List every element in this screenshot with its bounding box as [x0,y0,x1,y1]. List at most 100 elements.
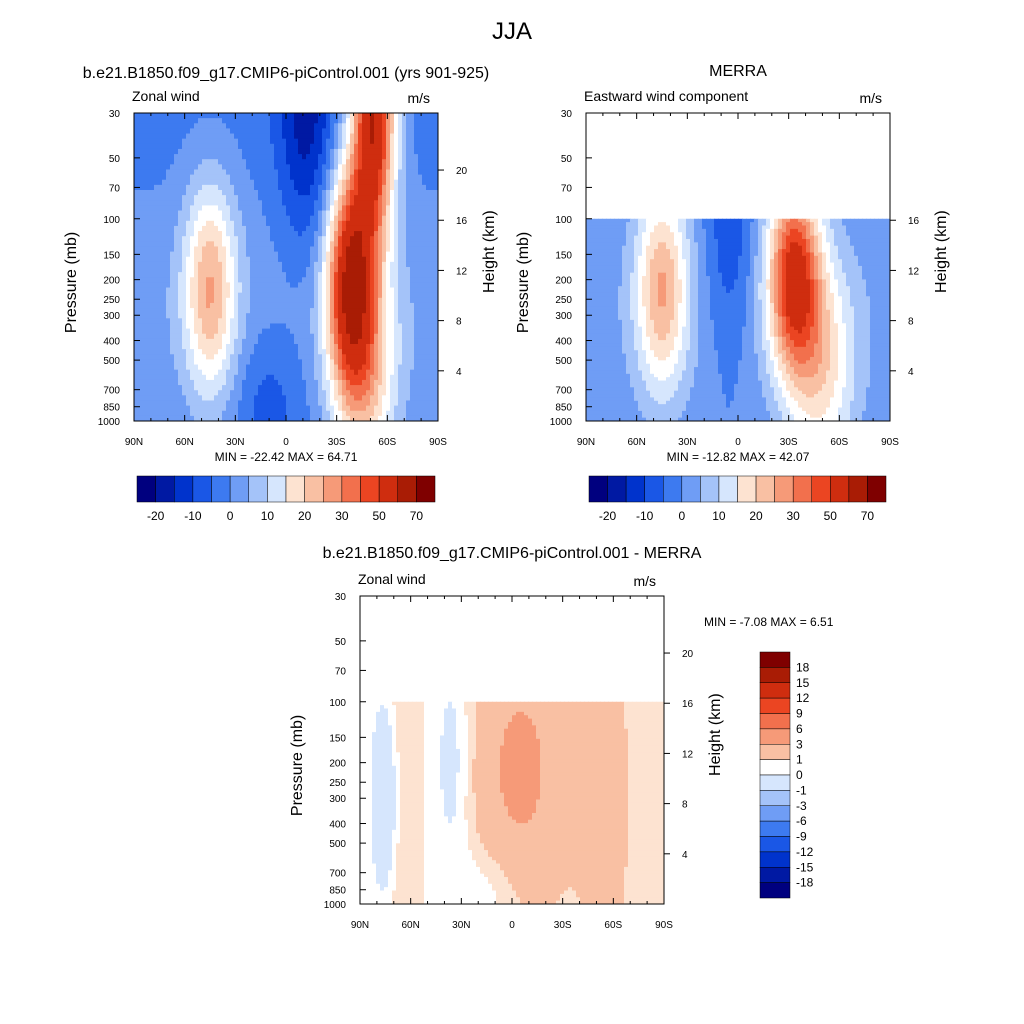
field-cell [414,344,419,350]
field-cell [302,297,307,304]
field-cell [298,313,303,319]
field-cell [386,323,391,330]
field-cell [222,215,227,222]
field-cell [138,267,143,273]
field-cell [150,128,155,135]
field-cell [326,344,331,350]
field-cell [286,215,291,222]
field-cell [210,138,215,145]
field-cell [386,344,391,350]
field-cell [146,205,151,212]
field-cell [222,174,227,181]
field-cell [246,374,251,381]
field-cell [246,164,251,171]
field-cell [362,220,367,227]
field-cell [230,215,235,222]
field-cell [298,374,303,381]
field-cell [166,220,171,227]
field-cell [418,195,423,201]
field-cell [370,287,375,294]
field-cell [350,148,355,155]
field-cell [406,215,411,222]
field-cell [214,128,219,135]
field-cell [598,279,603,284]
field-cell [366,302,371,309]
field-cell [406,369,411,376]
field-cell [286,128,291,135]
field-cell [274,159,279,165]
field-cell [194,118,199,124]
field-cell [598,235,603,240]
field-cell [254,333,259,340]
field-cell [242,369,247,376]
field-cell [262,364,267,371]
field-cell [198,344,203,350]
field-cell [350,308,355,314]
field-cell [430,174,435,181]
field-cell [190,236,195,242]
field-cell [306,210,311,217]
field-cell [306,328,311,335]
field-cell [142,220,147,227]
field-cell [210,323,215,330]
field-cell [398,400,403,407]
field-cell [422,267,427,273]
field-cell [286,277,291,283]
field-cell [390,328,395,335]
field-cell [242,251,247,258]
field-cell [382,246,387,253]
field-cell [358,410,363,417]
field-cell [166,297,171,304]
field-cell [414,379,419,386]
field-cell [154,297,159,304]
field-cell [298,195,303,201]
field-cell [206,277,211,283]
field-cell [254,369,259,376]
field-cell [234,123,239,129]
field-cell [266,143,271,150]
field-cell [326,410,331,417]
field-cell [266,364,271,371]
field-cell [158,184,163,191]
field-cell [378,143,383,150]
field-cell [234,118,239,124]
field-cell [198,385,203,391]
field-cell [602,276,607,281]
field-cell [590,218,595,223]
field-cell [594,394,599,398]
field-cell [210,400,215,407]
field-cell [246,236,251,242]
y-tick-label: 400 [103,337,120,348]
field-cell [270,374,275,381]
field-cell [334,323,339,330]
field-cell [422,272,427,278]
field-cell [294,128,299,135]
field-cell [370,179,375,186]
field-cell [134,169,139,176]
field-cell [174,236,179,242]
field-cell [214,277,219,283]
field-cell [426,179,431,186]
field-cell [214,415,219,421]
field-cell [154,282,159,289]
field-cell [146,349,151,355]
field-cell [158,405,163,412]
field-cell [198,236,203,242]
field-cell [346,374,351,381]
field-cell [270,246,275,253]
field-cell [234,225,239,232]
field-cell [334,241,339,248]
field-cell [282,169,287,176]
field-cell [166,400,171,407]
field-cell [266,205,271,212]
field-cell [290,272,295,278]
field-cell [378,251,383,258]
field-cell [334,364,339,371]
field-cell [178,405,183,412]
field-cell [138,118,143,124]
field-cell [382,267,387,273]
field-cell [266,282,271,289]
field-cell [186,277,191,283]
field-cell [262,338,267,345]
field-cell [418,261,423,268]
